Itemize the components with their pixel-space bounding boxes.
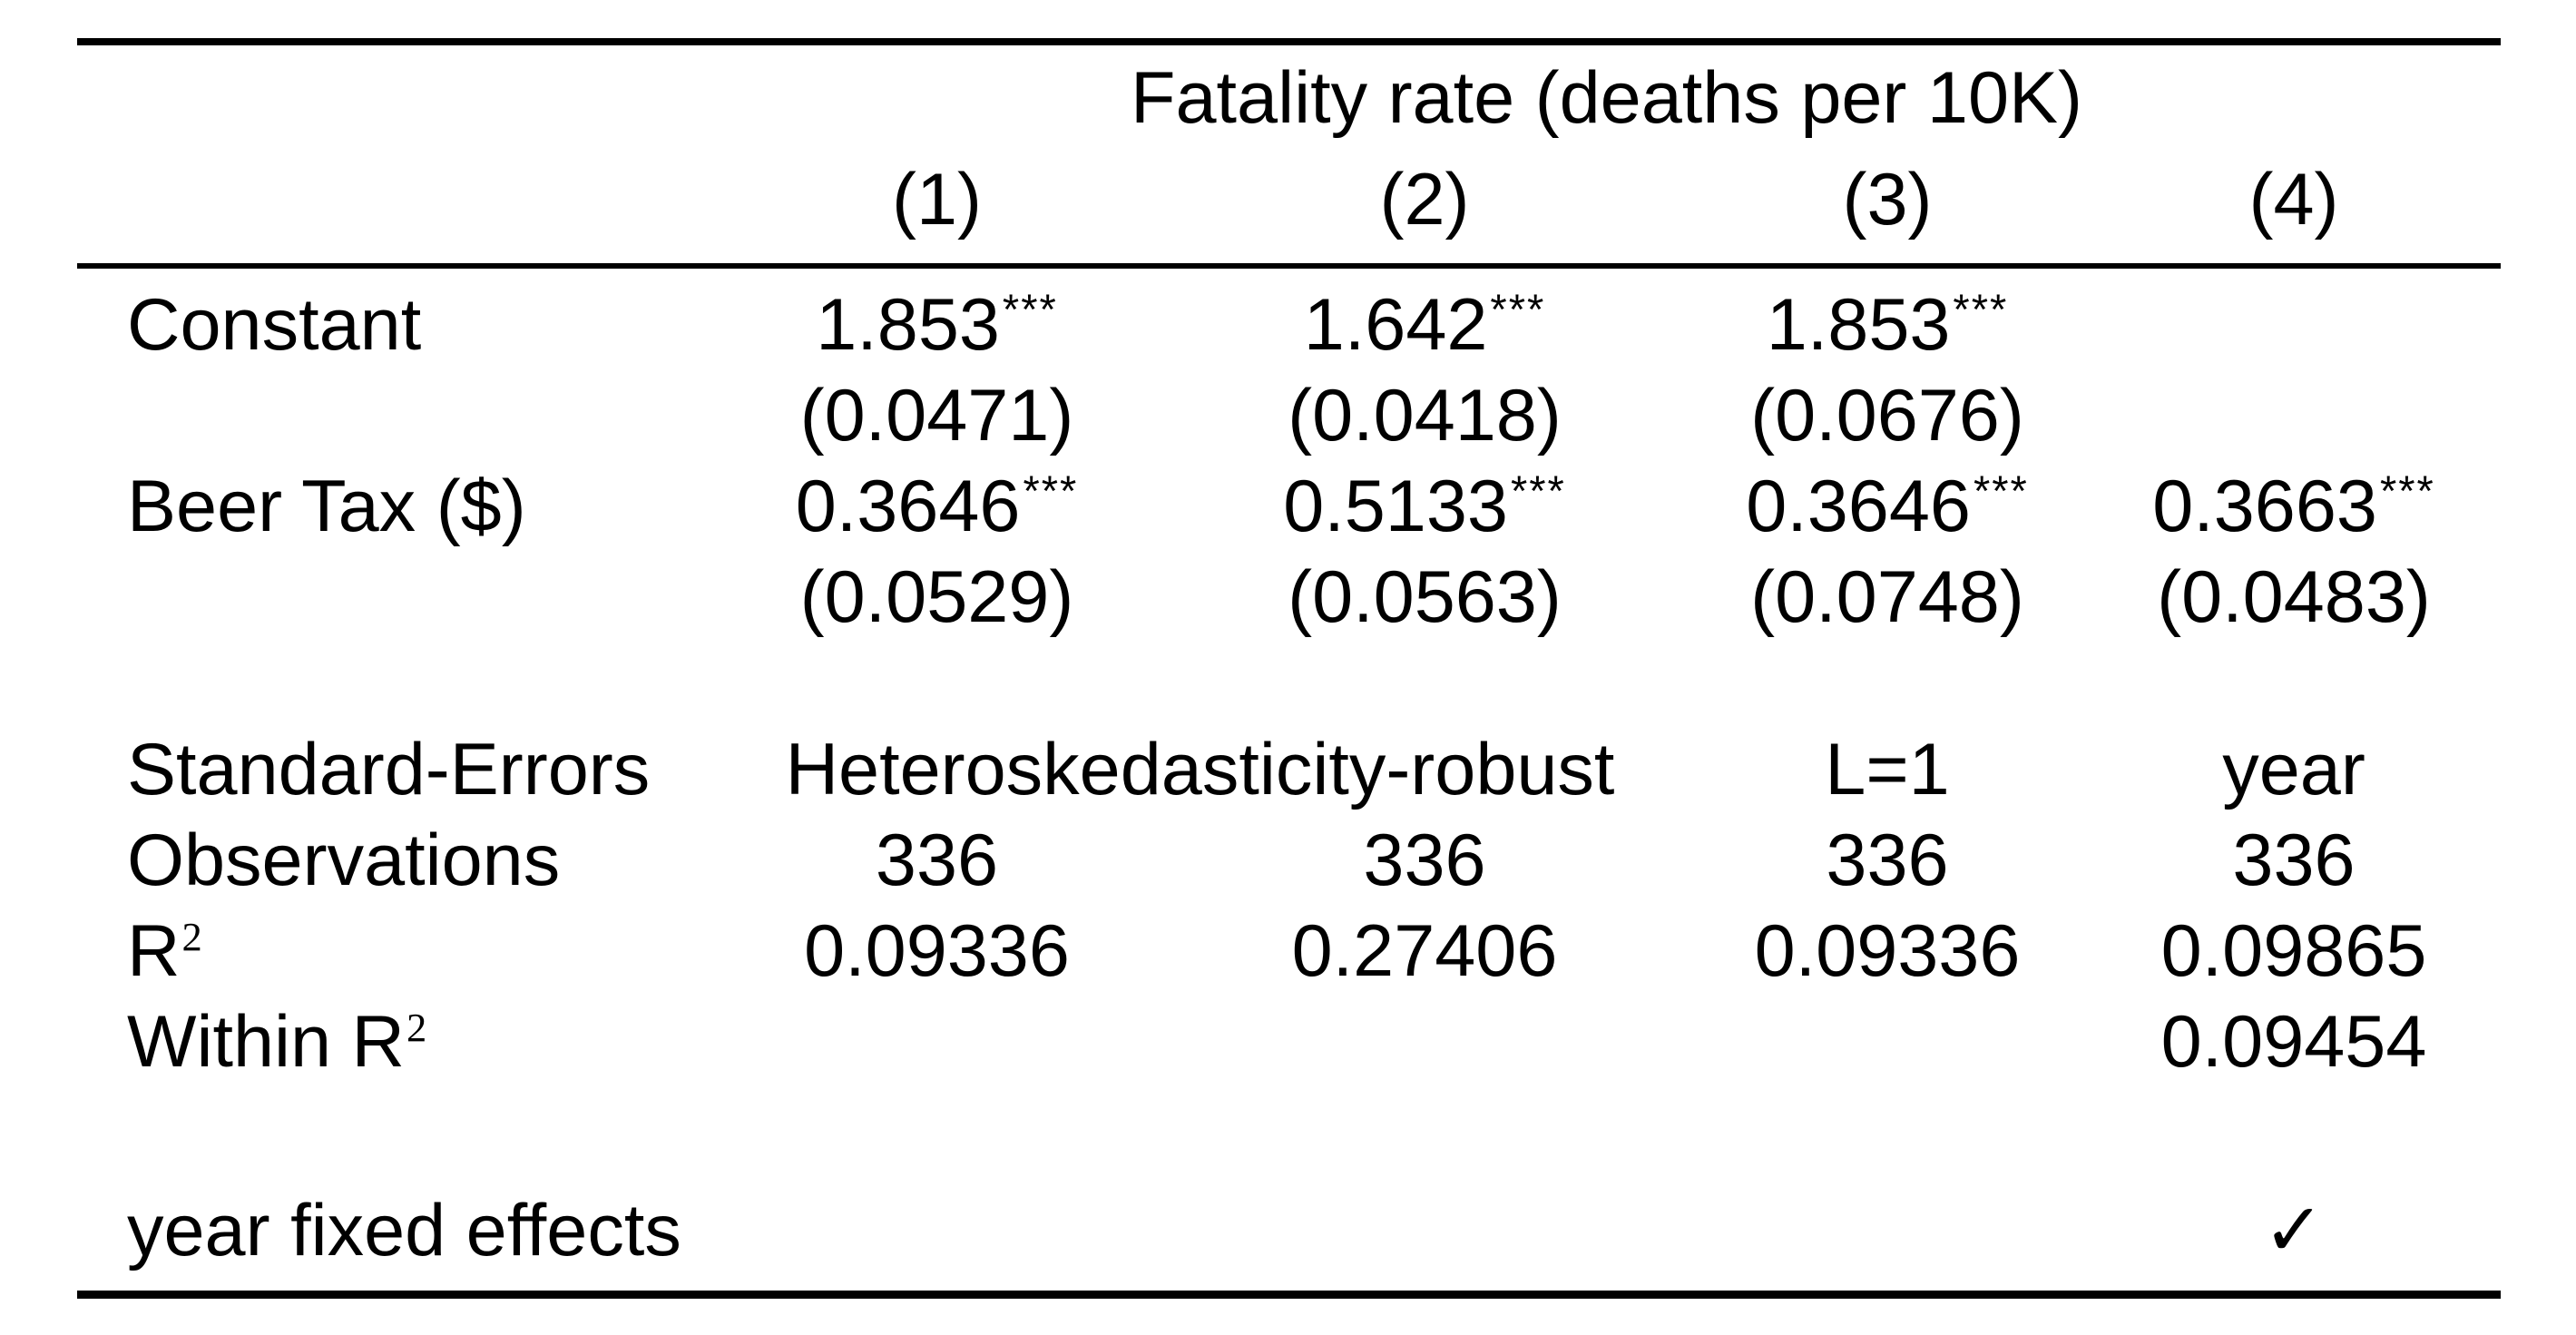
empty-cell: [77, 1276, 2501, 1295]
coef-row-constant: Constant 1.853*** 1.642*** 1.853***: [77, 266, 2501, 370]
year-fe-col4: ✓: [2087, 1185, 2501, 1276]
constant-estimate-col1: 1.853***: [712, 266, 1161, 370]
estimate-value: 0.3646: [1746, 465, 1971, 547]
within-r2-superscript: 2: [406, 1004, 427, 1050]
r2-label: R2: [77, 906, 712, 996]
observations-label: Observations: [127, 819, 561, 901]
r2-col2: 0.27406: [1291, 909, 1558, 992]
blank-row: [77, 643, 2501, 724]
beer-tax-estimate-col4: 0.3663***: [2087, 461, 2501, 552]
constant-se-col4: [2087, 370, 2501, 461]
observations-col2: 336: [1363, 819, 1486, 901]
empty-cell: [77, 370, 712, 461]
constant-estimate-col3: 1.853***: [1688, 266, 2087, 370]
observations-col4: 336: [2232, 819, 2356, 901]
constant-se-col2: (0.0418): [1288, 374, 1562, 456]
estimate-value: 0.3646: [795, 465, 1021, 547]
r2-superscript: 2: [181, 913, 202, 959]
standard-errors-col4: year: [2222, 728, 2365, 810]
beer-tax-se-col2: (0.0563): [1288, 555, 1562, 638]
standard-errors-col3: L=1: [1825, 728, 1950, 810]
significance-stars: ***: [1002, 284, 1058, 333]
constant-estimate-col4: [2087, 266, 2501, 370]
beer-tax-se-col4: (0.0483): [2157, 555, 2431, 638]
significance-stars: ***: [1973, 466, 2029, 515]
within-r2-col1: [712, 996, 1161, 1087]
r2-label-base: R: [127, 909, 181, 992]
observations-row: Observations 336 336 336 336: [77, 815, 2501, 906]
beer-tax-se-col3: (0.0748): [1750, 555, 2024, 638]
observations-col3: 336: [1826, 819, 1949, 901]
beer-tax-estimate-col1: 0.3646***: [712, 461, 1161, 552]
dependent-variable-row: Fatality rate (deaths per 10K): [77, 42, 2501, 141]
model-number-row: (1) (2) (3) (4): [77, 141, 2502, 269]
year-fe-col1: [712, 1185, 1161, 1276]
estimate-value: 0.3663: [2152, 465, 2377, 547]
empty-cell: [77, 643, 2501, 724]
empty-cell: [77, 42, 712, 141]
standard-errors-label: Standard-Errors: [127, 728, 651, 810]
estimate-value: 1.853: [816, 283, 1000, 366]
empty-cell: [77, 552, 712, 643]
significance-stars: ***: [2379, 466, 2435, 515]
checkmark-icon: ✓: [2263, 1188, 2325, 1273]
r2-col3: 0.09336: [1754, 909, 2021, 992]
within-r2-col4: 0.09454: [2160, 1000, 2427, 1083]
empty-cell: [77, 1087, 2501, 1185]
year-fixed-effects-row: year fixed effects ✓: [77, 1185, 2501, 1276]
blank-row: [77, 1276, 2501, 1295]
coef-label-beer-tax: Beer Tax ($): [127, 465, 526, 547]
se-row-constant: (0.0471) (0.0418) (0.0676): [77, 370, 2501, 461]
within-r2-row: Within R2 0.09454: [77, 996, 2501, 1087]
model-header-3: (3): [1688, 141, 2087, 269]
model-header-1: (1): [712, 141, 1161, 269]
se-row-beer-tax: (0.0529) (0.0563) (0.0748) (0.0483): [77, 552, 2501, 643]
significance-stars: ***: [1510, 466, 1566, 515]
constant-se-col1: (0.0471): [799, 374, 1074, 456]
r2-row: R2 0.09336 0.27406 0.09336 0.09865: [77, 906, 2501, 996]
standard-errors-row: Standard-Errors Heteroskedasticity-robus…: [77, 724, 2501, 815]
coef-row-beer-tax: Beer Tax ($) 0.3646*** 0.5133*** 0.3646*…: [77, 461, 2501, 552]
r2-col1: 0.09336: [804, 909, 1070, 992]
within-r2-col3: [1688, 996, 2087, 1087]
within-r2-label: Within R2: [77, 996, 712, 1087]
r2-col4: 0.09865: [2160, 909, 2427, 992]
estimate-value: 1.853: [1766, 283, 1951, 366]
year-fe-col3: [1688, 1185, 2087, 1276]
model-header-2: (2): [1161, 141, 1688, 269]
empty-cell: [77, 141, 712, 269]
estimate-value: 1.642: [1303, 283, 1488, 366]
significance-stars: ***: [1490, 284, 1546, 333]
beer-tax-estimate-col2: 0.5133***: [1161, 461, 1688, 552]
coef-label-constant: Constant: [127, 283, 422, 366]
regression-table: Fatality rate (deaths per 10K) (1) (2) (…: [77, 38, 2502, 1299]
within-r2-label-base: Within R: [127, 1000, 406, 1083]
standard-errors-col1-2: Heteroskedasticity-robust: [785, 728, 1615, 810]
model-header-4: (4): [2087, 141, 2502, 269]
dependent-variable-header: Fatality rate (deaths per 10K): [1131, 57, 2083, 139]
beer-tax-estimate-col3: 0.3646***: [1688, 461, 2087, 552]
blank-row: [77, 1087, 2501, 1185]
beer-tax-se-col1: (0.0529): [799, 555, 1074, 638]
constant-se-col3: (0.0676): [1750, 374, 2024, 456]
year-fixed-effects-label: year fixed effects: [127, 1189, 681, 1271]
year-fe-col2: [1161, 1185, 1688, 1276]
significance-stars: ***: [1023, 466, 1079, 515]
estimate-value: 0.5133: [1283, 465, 1508, 547]
observations-col1: 336: [875, 819, 999, 901]
significance-stars: ***: [1953, 284, 2009, 333]
constant-estimate-col2: 1.642***: [1161, 266, 1688, 370]
within-r2-col2: [1161, 996, 1688, 1087]
